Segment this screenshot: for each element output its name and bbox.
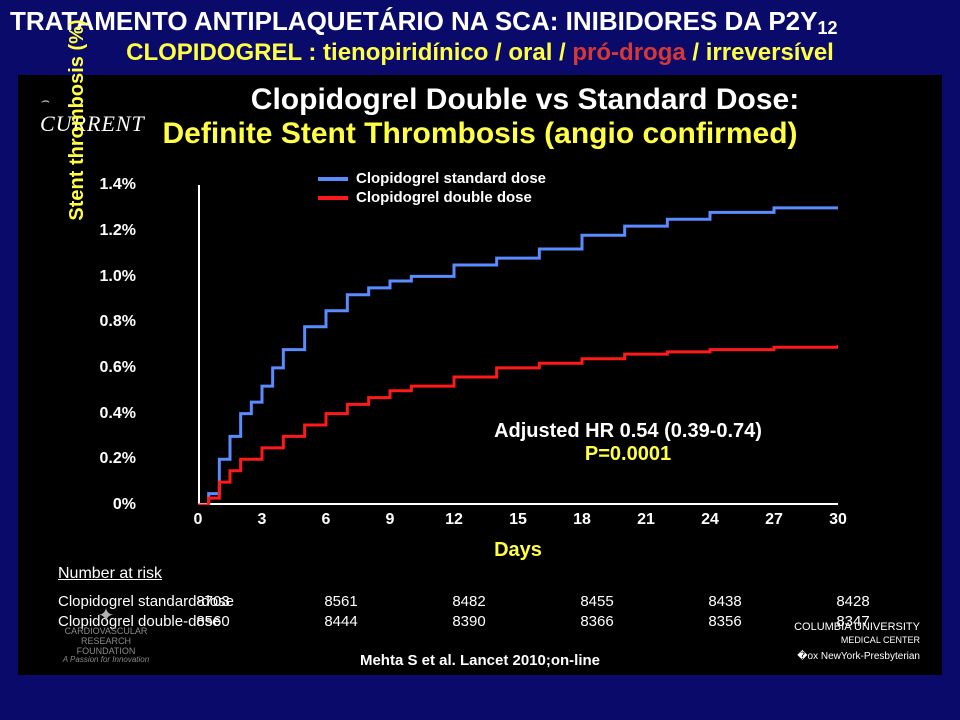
x-tick: 3 bbox=[258, 511, 267, 529]
legend-label: Clopidogrel double dose bbox=[356, 189, 532, 206]
nar-value: 8482 bbox=[452, 593, 485, 610]
nar-value: 8455 bbox=[580, 593, 613, 610]
nar-val-row: 870385618482845584388428 bbox=[253, 593, 893, 613]
logo-right: COLUMBIA UNIVERSITY MEDICAL CENTER �ox N… bbox=[794, 620, 920, 663]
nar-value: 8366 bbox=[580, 613, 613, 630]
slide: TRATAMENTO ANTIPLAQUETÁRIO NA SCA: INIBI… bbox=[0, 0, 960, 720]
legend: Clopidogrel standard dose Clopidogrel dou… bbox=[318, 170, 546, 208]
nar-value: 8560 bbox=[196, 613, 229, 630]
nar-value: 8390 bbox=[452, 613, 485, 630]
x-axis-label: Days bbox=[198, 539, 838, 562]
nar-value: 8561 bbox=[324, 593, 357, 610]
header-line2a: CLOPIDOGREL : tienopiridínico / oral / bbox=[126, 39, 572, 66]
y-tick: 0% bbox=[113, 496, 136, 514]
x-tick: 24 bbox=[701, 511, 719, 529]
x-tick: 6 bbox=[322, 511, 331, 529]
header-line2b: pró-droga bbox=[572, 39, 685, 66]
header-sub: 12 bbox=[817, 18, 837, 38]
x-tick: 21 bbox=[637, 511, 655, 529]
chart-panel: ⌢CURRENT Clopidogrel Double vs Standard … bbox=[18, 75, 942, 675]
nar-value: 8428 bbox=[836, 593, 869, 610]
current-logo: ⌢CURRENT bbox=[40, 85, 145, 137]
header-line1: TRATAMENTO ANTIPLAQUETÁRIO NA SCA: INIBI… bbox=[10, 6, 817, 36]
y-tick: 0.4% bbox=[100, 405, 136, 423]
legend-item: Clopidogrel double dose bbox=[318, 189, 546, 206]
hazard-ratio-text: Adjusted HR 0.54 (0.39-0.74) P=0.0001 bbox=[458, 420, 798, 466]
y-axis-label: Stent thrombosis (%) bbox=[66, 10, 89, 230]
y-tick: 0.8% bbox=[100, 313, 136, 331]
x-tick: 15 bbox=[509, 511, 527, 529]
panel-title-2: Definite Stent Thrombosis (angio confirm… bbox=[36, 117, 924, 151]
panel-title-1: Clopidogrel Double vs Standard Dose: bbox=[126, 83, 924, 117]
header-line2c: / irreversível bbox=[686, 39, 834, 66]
y-tick: 1.0% bbox=[100, 268, 136, 286]
nar-value: 8444 bbox=[324, 613, 357, 630]
y-tick: 1.2% bbox=[100, 222, 136, 240]
x-tick: 9 bbox=[386, 511, 395, 529]
x-tick: 12 bbox=[445, 511, 463, 529]
legend-item: Clopidogrel standard dose bbox=[318, 170, 546, 187]
x-tick: 18 bbox=[573, 511, 591, 529]
nar-value: 8438 bbox=[708, 593, 741, 610]
nar-value: 8703 bbox=[196, 593, 229, 610]
slide-header: TRATAMENTO ANTIPLAQUETÁRIO NA SCA: INIBI… bbox=[0, 0, 960, 71]
x-tick: 30 bbox=[829, 511, 847, 529]
legend-label: Clopidogrel standard dose bbox=[356, 170, 546, 187]
legend-swatch bbox=[318, 177, 348, 181]
y-tick: 1.4% bbox=[100, 176, 136, 194]
y-tick: 0.2% bbox=[100, 450, 136, 468]
x-tick: 27 bbox=[765, 511, 783, 529]
y-tick: 0.6% bbox=[100, 359, 136, 377]
legend-swatch bbox=[318, 196, 348, 200]
x-tick: 0 bbox=[194, 511, 203, 529]
nar-value: 8356 bbox=[708, 613, 741, 630]
number-at-risk-label: Number at risk bbox=[58, 565, 162, 583]
